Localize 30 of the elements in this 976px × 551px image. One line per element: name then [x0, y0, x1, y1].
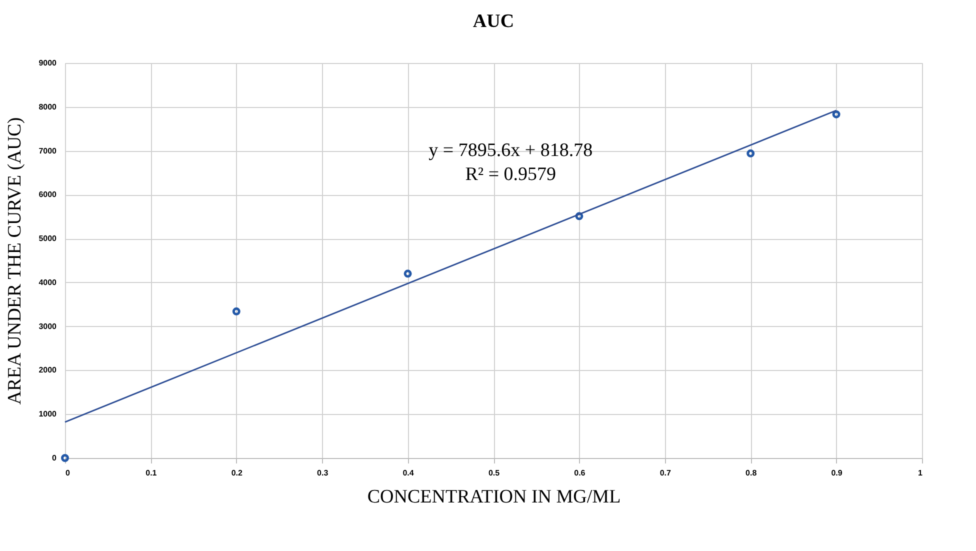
x-tick-label: 0.9	[831, 468, 843, 478]
y-tick-label: 4000	[38, 278, 58, 287]
annotation: R² = 0.9579	[465, 164, 556, 185]
point	[746, 149, 755, 158]
y-tick-label: 1000	[38, 410, 58, 419]
y-tick-label: 0	[52, 454, 58, 462]
point	[404, 270, 412, 278]
x-tick-label: 0.6	[574, 468, 586, 478]
y-tick-label: 5000	[38, 234, 58, 244]
x-tick-label: 0.5	[488, 468, 500, 478]
y-tick-label: 6000	[38, 190, 58, 200]
x-tick-label: 0.4	[402, 468, 414, 478]
y-tick-label: 2000	[38, 366, 58, 375]
x-tick-label: 0.7	[660, 468, 672, 478]
x-tick-label: 0.1	[146, 468, 158, 478]
y-tick-label: 7000	[38, 146, 58, 156]
x-tick-label: 0.8	[746, 468, 758, 478]
y-tick-label: 9000	[38, 58, 58, 68]
x-axis-title: CONCENTRATION IN MG/ML	[367, 486, 621, 508]
point	[832, 110, 840, 118]
x-tick-label: 0.2	[231, 468, 244, 478]
y-tick-label: 8000	[38, 102, 58, 112]
x-tick-label: 0.3	[317, 468, 329, 478]
y-tick-label: 3000	[38, 322, 58, 331]
point	[232, 307, 240, 316]
annotation: y = 7895.6x + 818.78	[428, 140, 593, 161]
chart-title: AUC	[472, 11, 514, 32]
x-tick-label: 0	[66, 468, 70, 478]
x-tick-label: 1	[918, 468, 924, 478]
y-axis-title: AREA UNDER THE CURVE (AUC)	[4, 117, 26, 405]
